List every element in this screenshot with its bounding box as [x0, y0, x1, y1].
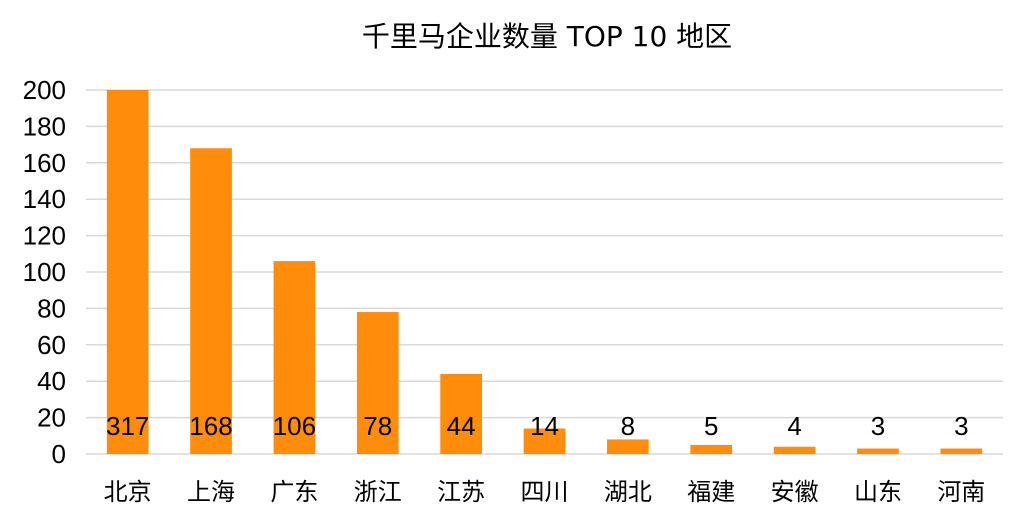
- y-tick-label: 140: [23, 184, 66, 214]
- y-axis-ticks: 0 20 40 60 80 100 120 140 160 180 200: [23, 75, 66, 469]
- x-category-label: 北京: [104, 478, 152, 506]
- y-tick-label: 80: [37, 293, 66, 323]
- x-category-label: 四川: [521, 478, 569, 506]
- bar: [440, 373, 482, 454]
- bar-value-label: 106: [273, 411, 316, 441]
- x-category-label: 广东: [270, 478, 318, 506]
- y-tick-label: 0: [52, 439, 66, 469]
- x-category-label: 福建: [687, 478, 735, 506]
- y-tick-label: 20: [37, 403, 66, 433]
- x-category-label: 安徽: [771, 478, 819, 506]
- y-tick-label: 60: [37, 330, 66, 360]
- bar: [607, 439, 649, 454]
- bar-value-label: 3: [871, 411, 885, 441]
- y-tick-label: 160: [23, 148, 66, 178]
- y-tick-label: 180: [23, 111, 66, 141]
- bars: [106, 90, 983, 455]
- bar-value-label: 5: [704, 411, 718, 441]
- x-axis-categories: 北京 上海 广东 浙江 江苏 四川 湖北 福建 安徽 山东 河南: [104, 478, 986, 506]
- bar: [690, 444, 733, 454]
- bar: [857, 448, 899, 454]
- y-tick-label: 120: [23, 221, 66, 251]
- bar-value-label: 4: [787, 411, 801, 441]
- bar-value-label: 8: [621, 411, 635, 441]
- bar-value-label: 317: [106, 411, 149, 441]
- bar: [523, 428, 566, 454]
- bar: [940, 448, 983, 454]
- bar: [106, 90, 149, 454]
- data-labels: 317 168 106 78 44 14 8 5 4 3 3: [106, 411, 969, 441]
- bar: [773, 446, 816, 454]
- x-category-label: 浙江: [354, 478, 402, 506]
- x-category-label: 山东: [854, 478, 902, 506]
- bar-value-label: 3: [954, 411, 968, 441]
- bar: [190, 148, 232, 455]
- gridlines: [86, 89, 1003, 455]
- chart-title: 千里马企业数量 TOP 10 地区: [362, 20, 732, 53]
- x-category-label: 河南: [937, 478, 985, 506]
- bar: [356, 312, 399, 454]
- y-tick-label: 40: [37, 366, 66, 396]
- x-category-label: 湖北: [604, 478, 652, 506]
- bar-value-label: 44: [447, 411, 476, 441]
- x-category-label: 上海: [187, 478, 235, 506]
- x-category-label: 江苏: [437, 478, 485, 506]
- bar: [273, 261, 316, 454]
- y-tick-label: 200: [23, 75, 66, 105]
- bar-value-label: 78: [363, 411, 392, 441]
- bar-value-label: 14: [530, 411, 559, 441]
- bar-value-label: 168: [189, 411, 232, 441]
- y-tick-label: 100: [23, 257, 66, 287]
